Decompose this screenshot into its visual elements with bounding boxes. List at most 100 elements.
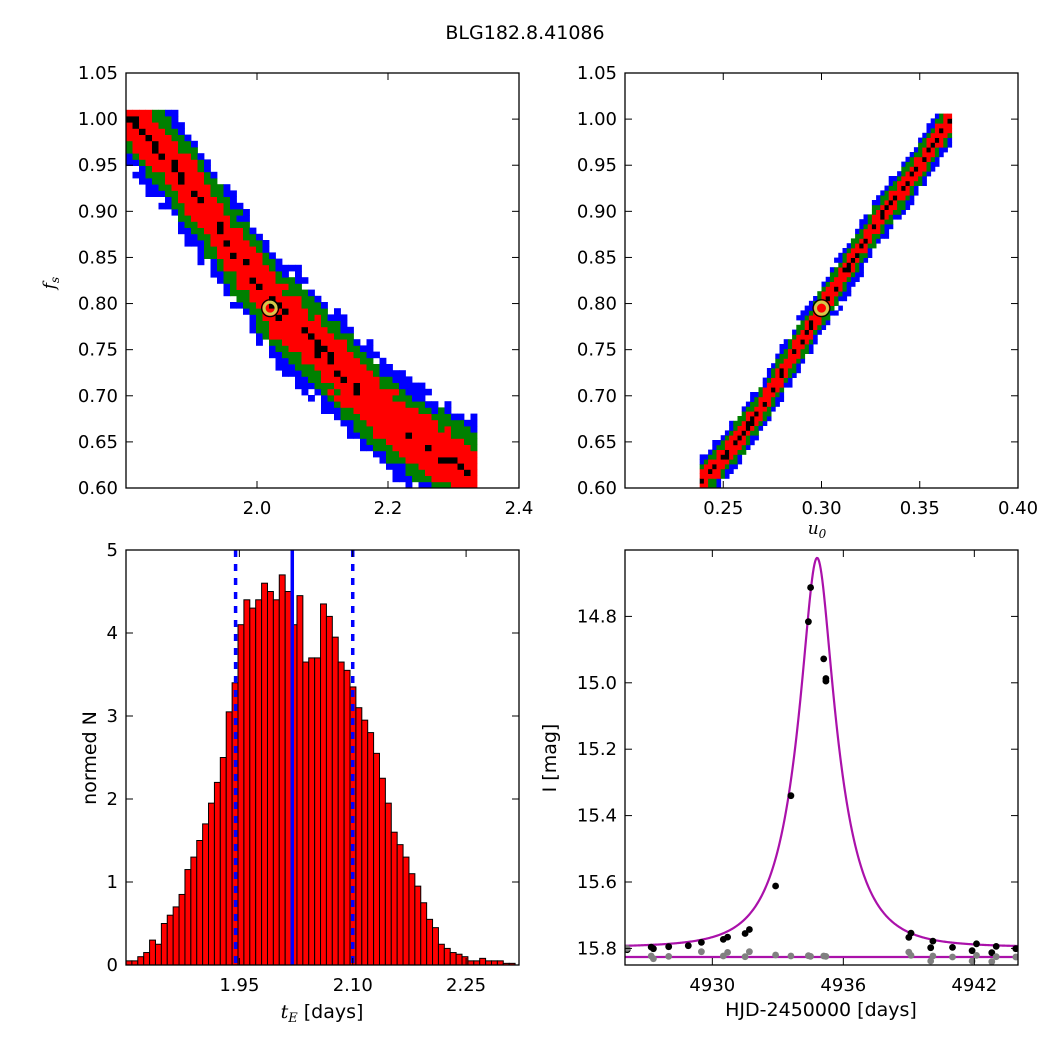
heatmap-cell xyxy=(934,147,940,153)
heatmap-cell xyxy=(457,438,465,445)
heatmap-cell xyxy=(758,401,764,407)
heatmap-cell xyxy=(204,178,211,185)
heatmap-cell xyxy=(913,185,919,191)
heatmap-cell xyxy=(379,457,387,464)
heatmap-cell xyxy=(152,190,159,197)
heatmap-cell xyxy=(321,314,328,321)
heatmap-cell xyxy=(256,264,263,272)
heatmap-cell xyxy=(729,468,734,474)
heatmap-cell xyxy=(796,315,801,321)
y-tick-label: 0.80 xyxy=(78,294,118,315)
x-tick-label: 2.4 xyxy=(505,498,534,519)
heatmap-cell xyxy=(741,425,747,431)
heatmap-cell xyxy=(771,372,776,378)
heatmap-cell xyxy=(783,382,789,388)
heatmap-cell xyxy=(262,271,270,278)
histogram-bar xyxy=(308,657,316,966)
heatmap-cell xyxy=(464,481,471,489)
heatmap-cell xyxy=(729,435,734,441)
heatmap-cell xyxy=(256,295,263,303)
heatmap-cell xyxy=(392,401,400,408)
heatmap-cell xyxy=(884,195,890,201)
heatmap-cell xyxy=(939,142,944,148)
heatmap-cell xyxy=(863,228,869,234)
heatmap-cell xyxy=(191,240,198,247)
heatmap-cell xyxy=(808,320,814,326)
histogram-bar xyxy=(160,923,168,966)
heatmap-cell xyxy=(438,432,445,439)
heatmap-cell xyxy=(340,388,348,396)
data-point xyxy=(650,945,657,953)
heatmap-cell xyxy=(754,420,759,426)
heatmap-cell xyxy=(888,219,894,225)
residual-point xyxy=(807,953,814,960)
heatmap-cell xyxy=(360,444,367,452)
heatmap-cell xyxy=(379,395,387,402)
heatmap-cell xyxy=(724,468,730,474)
heatmap-cell xyxy=(771,382,776,388)
heatmap-cell xyxy=(405,426,413,433)
heatmap-cell xyxy=(132,153,140,160)
heatmap-cell xyxy=(386,426,393,433)
heatmap-cell xyxy=(470,426,478,433)
heatmap-cell xyxy=(217,252,224,259)
heatmap-cell xyxy=(184,147,192,154)
heatmap-cell xyxy=(399,444,406,452)
heatmap-cell xyxy=(217,190,224,197)
heatmap-cell xyxy=(779,368,785,374)
heatmap-cell xyxy=(191,196,198,204)
heatmap-cell xyxy=(178,215,185,222)
heatmap-cell xyxy=(132,140,140,148)
heatmap-cell xyxy=(451,481,458,489)
heatmap-cell xyxy=(444,450,452,458)
heatmap-cell xyxy=(314,370,322,377)
heatmap-cell xyxy=(256,326,263,334)
histogram-bar xyxy=(208,802,215,966)
heatmap-cell xyxy=(132,147,140,154)
data-point xyxy=(992,943,1000,950)
histogram-bar xyxy=(396,844,404,966)
heatmap-cell xyxy=(729,440,734,446)
heatmap-cell xyxy=(334,320,341,328)
heatmap-cell xyxy=(184,153,192,160)
heatmap-cell xyxy=(947,128,953,134)
heatmap-cell xyxy=(184,202,192,210)
heatmap-cell xyxy=(464,450,471,458)
heatmap-cell xyxy=(399,438,406,445)
heatmap-cell xyxy=(716,454,722,460)
heatmap-cell xyxy=(418,395,426,402)
heatmap-cell xyxy=(876,214,881,220)
heatmap-cell xyxy=(288,364,296,371)
heatmap-cell xyxy=(418,432,426,439)
heatmap-cell xyxy=(373,419,380,427)
heatmap-cell xyxy=(210,202,218,210)
heatmap-cell xyxy=(152,171,159,179)
heatmap-cell xyxy=(418,438,426,445)
heatmap-cell xyxy=(314,345,322,352)
heatmap-cell xyxy=(282,357,289,365)
heatmap-cell xyxy=(804,339,810,345)
heatmap-cell xyxy=(855,262,860,268)
heatmap-cell xyxy=(379,376,387,383)
heatmap-cell xyxy=(901,195,906,201)
histogram-bar xyxy=(172,906,180,966)
heatmap-cell xyxy=(775,387,780,393)
heatmap-cell xyxy=(850,281,856,287)
heatmap-cell xyxy=(256,302,263,309)
heatmap-cell xyxy=(295,376,302,383)
heatmap-cell xyxy=(295,302,302,309)
histogram-bar xyxy=(378,777,386,966)
heatmap-cell xyxy=(470,450,478,458)
heatmap-cell xyxy=(217,277,224,284)
heatmap-cell xyxy=(184,215,192,222)
heatmap-cell xyxy=(288,326,296,334)
heatmap-cell xyxy=(821,320,827,326)
heatmap-cell xyxy=(930,132,936,138)
heatmap-cell xyxy=(327,364,335,371)
heatmap-cell xyxy=(282,351,289,359)
heatmap-cell xyxy=(184,240,192,247)
heatmap-cell xyxy=(842,252,848,258)
heatmap-cell xyxy=(405,407,413,414)
heatmap-cell xyxy=(399,407,406,414)
heatmap-cell xyxy=(703,459,709,465)
